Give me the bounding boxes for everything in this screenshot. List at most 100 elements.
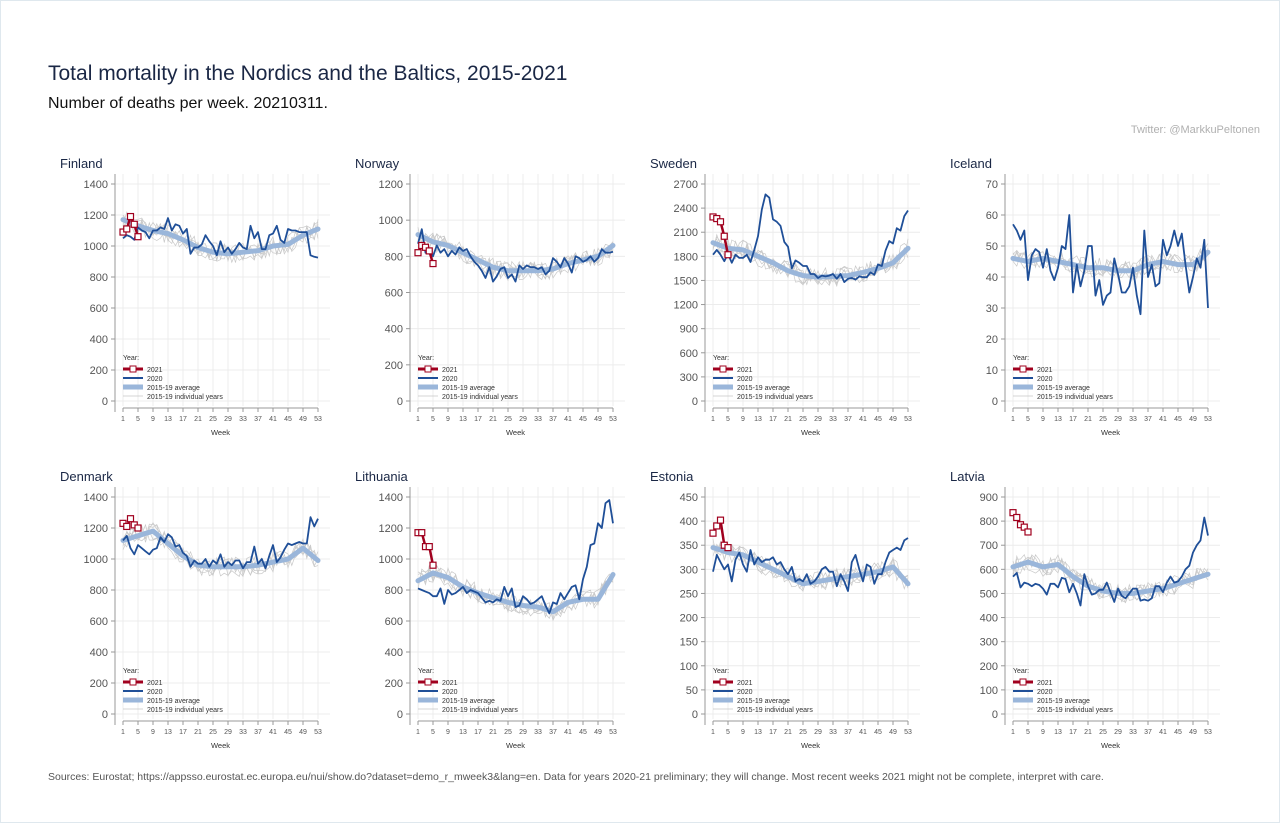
x-tick-label: 41	[564, 416, 572, 423]
legend-label: 2020	[147, 689, 163, 696]
panel-title: Norway	[355, 156, 400, 171]
legend-title: Year:	[713, 355, 729, 362]
point-2021	[123, 225, 131, 233]
panel-title: Estonia	[650, 469, 694, 484]
x-axis-label: Week	[211, 741, 230, 750]
x-tick-label: 29	[519, 416, 527, 423]
y-tick-label: 600	[680, 348, 698, 360]
x-tick-label: 37	[844, 729, 852, 736]
x-tick-label: 33	[239, 416, 247, 423]
figure-title: Total mortality in the Nordics and the B…	[48, 62, 568, 85]
y-tick-label: 300	[680, 372, 698, 384]
x-tick-label: 25	[209, 416, 217, 423]
x-tick-label: 29	[224, 729, 232, 736]
x-tick-label: 1	[416, 416, 420, 423]
y-tick-label: 1200	[379, 523, 403, 535]
series-individual-year	[122, 214, 319, 261]
x-tick-label: 45	[1174, 416, 1182, 423]
y-tick-label: 200	[385, 360, 403, 372]
x-tick-label: 29	[519, 729, 527, 736]
x-tick-label: 33	[1129, 729, 1137, 736]
legend-label: 2015-19 individual years	[1037, 707, 1113, 714]
y-tick-label: 1000	[379, 215, 403, 227]
x-tick-label: 17	[769, 729, 777, 736]
point-2021	[130, 220, 138, 228]
chart-svg: Denmark 0 200 400 600 800 1000 1200 1400 1 5 9 13 17 2…	[60, 469, 330, 750]
y-tick-label: 300	[680, 564, 698, 576]
point-2021	[709, 529, 717, 537]
point-2021	[1020, 523, 1028, 531]
x-tick-label: 9	[1041, 729, 1045, 736]
x-tick-label: 1	[1011, 416, 1015, 423]
x-tick-label: 33	[239, 729, 247, 736]
series-individual-year	[122, 523, 319, 576]
x-tick-label: 1	[711, 729, 715, 736]
x-tick-label: 21	[784, 416, 792, 423]
y-tick-label: 150	[680, 637, 698, 649]
legend: Year: 2021 2020 2015-19 average 2015-19 indi…	[123, 668, 223, 714]
y-tick-label: 400	[90, 647, 108, 659]
y-tick-label: 600	[90, 303, 108, 315]
point-2021	[425, 247, 433, 255]
legend-label: 2021	[1037, 680, 1053, 687]
x-tick-label: 9	[741, 416, 745, 423]
x-axis-label: Week	[506, 428, 525, 437]
legend-label: 2021	[442, 680, 458, 687]
x-tick-label: 53	[609, 416, 617, 423]
legend-label: 2015-19 average	[147, 698, 200, 705]
y-tick-label: 0	[692, 396, 698, 408]
chart-svg: Latvia 0 100 200 300 400 500 600 700 800 900 1 5 9 13 1…	[950, 469, 1220, 750]
x-tick-label: 49	[889, 416, 897, 423]
y-tick-label: 400	[980, 613, 998, 625]
y-tick-label: 2400	[674, 203, 698, 215]
y-tick-label: 30	[986, 303, 998, 315]
x-tick-label: 9	[1041, 416, 1045, 423]
point-2021	[429, 561, 437, 569]
x-tick-label: 53	[904, 416, 912, 423]
legend-title: Year:	[123, 668, 139, 675]
legend-label: 2020	[737, 376, 753, 383]
x-tick-label: 45	[579, 416, 587, 423]
y-tick-label: 0	[692, 709, 698, 721]
x-tick-label: 9	[151, 729, 155, 736]
series-individual-year	[712, 540, 909, 590]
y-tick-label: 400	[680, 516, 698, 528]
figure-subtitle: Number of deaths per week. 20210311.	[48, 95, 328, 112]
x-tick-label: 1	[711, 416, 715, 423]
x-tick-label: 17	[179, 416, 187, 423]
legend-marker-2021	[1019, 365, 1027, 373]
legend-label: 2015-19 individual years	[737, 707, 813, 714]
panel-title: Denmark	[60, 469, 113, 484]
x-tick-label: 49	[889, 729, 897, 736]
legend-marker-2021	[129, 365, 137, 373]
x-tick-label: 1	[121, 416, 125, 423]
x-tick-label: 37	[549, 729, 557, 736]
point-2021	[421, 243, 430, 251]
y-tick-label: 50	[686, 685, 698, 697]
x-tick-label: 25	[209, 729, 217, 736]
y-tick-label: 800	[980, 516, 998, 528]
x-tick-label: 37	[844, 416, 852, 423]
x-tick-label: 9	[446, 729, 450, 736]
chart-svg: Iceland 0 10 20 30 40 50 60 70 1 5 9 13 17 21 25 29 33 37 4…	[950, 156, 1220, 437]
y-tick-label: 800	[90, 585, 108, 597]
chart-svg: Finland 0 200 400 600 800 1000 1200 1400 1 5 9 13 17 2…	[60, 156, 330, 437]
y-tick-label: 1400	[379, 492, 403, 504]
y-tick-label: 2100	[674, 227, 698, 239]
source-note: Sources: Eurostat; https://appsso.eurost…	[48, 771, 1104, 783]
series-2020	[122, 217, 319, 259]
y-tick-label: 0	[102, 709, 108, 721]
y-tick-label: 350	[680, 540, 698, 552]
legend-marker-2021	[1019, 678, 1027, 686]
x-tick-label: 5	[1026, 729, 1030, 736]
point-2021	[425, 542, 433, 551]
legend-label: 2015-19 average	[442, 385, 495, 392]
x-tick-label: 25	[799, 416, 807, 423]
x-tick-label: 49	[1189, 729, 1197, 736]
legend-title: Year:	[418, 668, 434, 675]
x-axis-label: Week	[801, 428, 820, 437]
y-tick-label: 900	[980, 492, 998, 504]
y-tick-label: 700	[980, 540, 998, 552]
y-tick-label: 400	[90, 334, 108, 346]
x-tick-label: 49	[299, 416, 307, 423]
